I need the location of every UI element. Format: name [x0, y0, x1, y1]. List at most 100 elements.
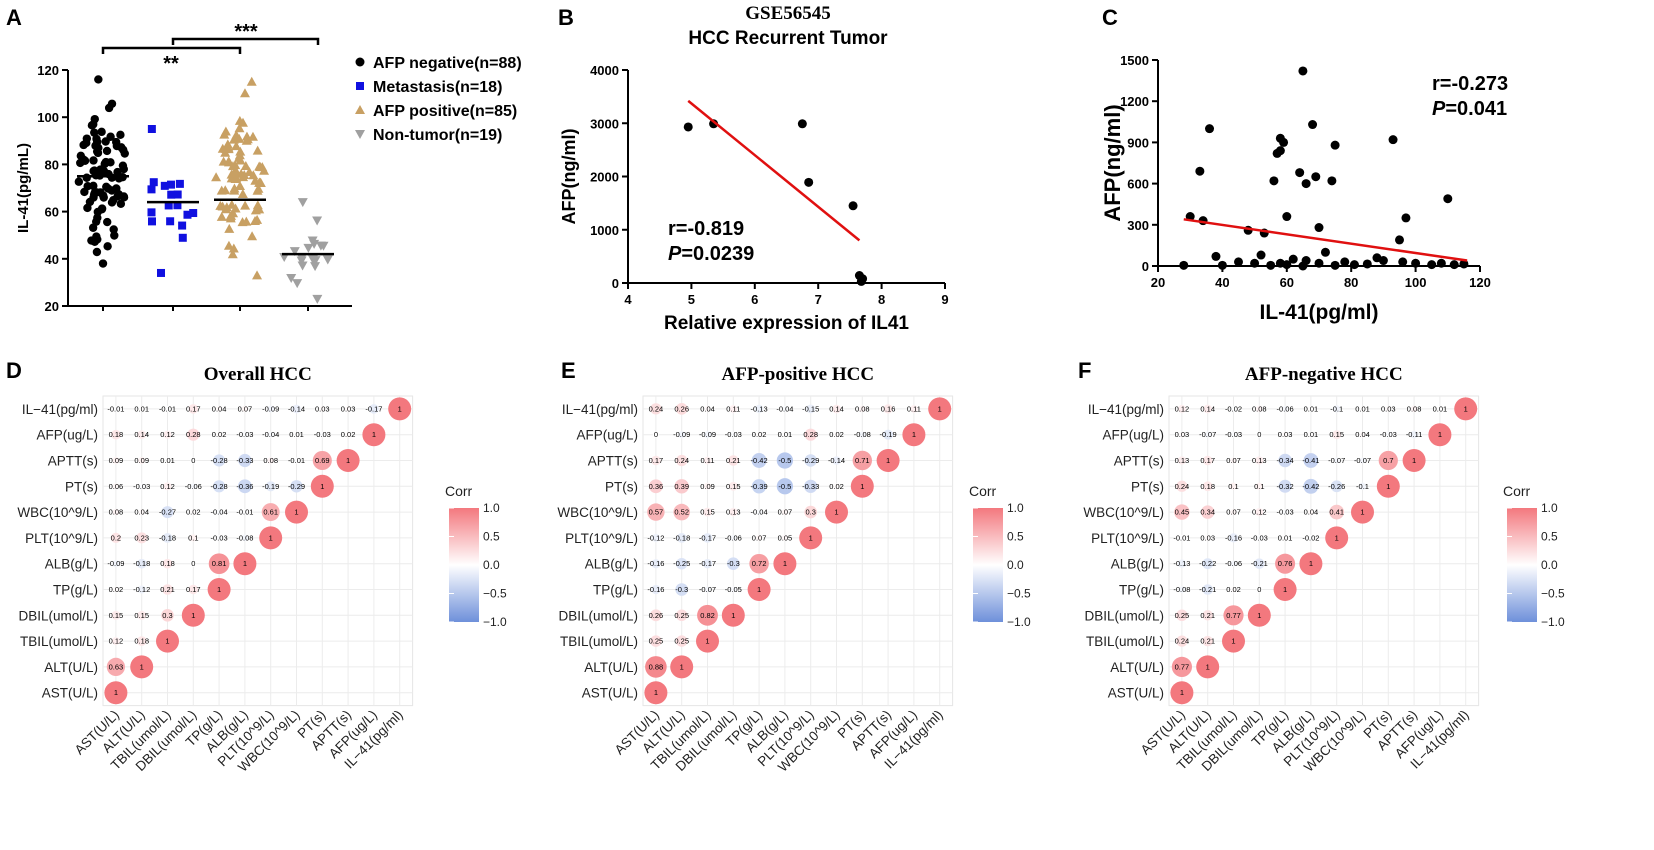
corr-value: 0.04 — [1304, 508, 1319, 517]
corr-value: 0.39 — [674, 482, 689, 491]
corr-circle — [1230, 560, 1237, 567]
data-point — [109, 196, 118, 205]
corr-value: 1 — [1257, 611, 1261, 620]
data-point — [312, 294, 323, 304]
corr-circle — [704, 482, 711, 490]
corr-value: 0.34 — [1200, 508, 1215, 517]
data-point — [90, 166, 99, 175]
corr-circle — [1385, 405, 1392, 412]
corr-value: 0.14 — [829, 404, 844, 413]
corr-value: 0.03 — [1381, 404, 1396, 413]
corr-circle — [1278, 479, 1292, 493]
corr-value: -0.03 — [1277, 508, 1294, 517]
corr-value: 0.25 — [1175, 611, 1190, 620]
corr-circle — [188, 404, 199, 414]
corr-circle — [1174, 504, 1190, 520]
corr-value: 1 — [320, 482, 324, 491]
data-point — [1320, 247, 1330, 257]
legend-marker — [355, 105, 365, 114]
y-tick-label: 3000 — [590, 116, 619, 131]
data-point — [234, 180, 245, 190]
corr-circle — [136, 558, 147, 569]
legend-title: Corr — [445, 483, 473, 499]
row-label: ALB(g/L) — [45, 557, 98, 572]
row-label: ALB(g/L) — [585, 557, 638, 572]
data-point — [1298, 261, 1308, 271]
data-point — [98, 259, 108, 268]
corr-circle — [721, 603, 745, 627]
corr-circle — [902, 423, 926, 447]
corr-value: 1 — [191, 611, 195, 620]
corr-circle — [267, 431, 274, 438]
data-point — [1314, 223, 1324, 233]
row-label: APTT(s) — [48, 454, 98, 469]
corr-circle — [704, 431, 711, 439]
corr-circle — [137, 585, 146, 594]
corr-circle — [369, 404, 379, 414]
row-label: IL−41(pg/ml) — [22, 402, 98, 417]
corr-value: 0.25 — [674, 637, 689, 646]
corr-circle — [1454, 397, 1478, 421]
x-tick-label: 60 — [1280, 275, 1294, 290]
data-point — [234, 115, 245, 125]
legend-title: Corr — [1503, 483, 1531, 499]
colorbar-label: 0.5 — [1541, 530, 1558, 544]
corr-circle — [727, 557, 740, 570]
data-point — [241, 135, 252, 145]
corr-circle — [876, 449, 900, 472]
corr-circle — [216, 509, 223, 516]
corr-circle — [190, 509, 197, 516]
corr-circle — [1428, 423, 1452, 447]
colorbar-label: 0.0 — [483, 558, 500, 572]
row-label: PLT(10^9/L) — [25, 531, 98, 546]
data-point — [228, 134, 239, 144]
corr-value: 1 — [1438, 430, 1442, 439]
corr-value: 0.08 — [109, 508, 124, 517]
corr-value: -0.06 — [1225, 559, 1242, 568]
corr-circle — [747, 578, 771, 601]
corr-value: -0.25 — [673, 559, 690, 568]
data-point — [92, 247, 102, 257]
data-point — [1401, 213, 1411, 223]
corr-value: -0.1 — [1330, 404, 1343, 413]
corr-circle — [1255, 456, 1264, 465]
data-point — [1330, 260, 1340, 270]
corr-value: 1 — [243, 559, 247, 568]
corr-value: 0.01 — [289, 430, 304, 439]
corr-value: -0.09 — [107, 559, 124, 568]
panel-label: B — [558, 5, 574, 30]
data-point — [215, 200, 226, 210]
corr-value: 0.15 — [1329, 430, 1344, 439]
corr-value: 0.21 — [1200, 611, 1215, 620]
data-point — [292, 279, 303, 289]
corr-circle — [1359, 431, 1366, 438]
chart-subtitle: HCC Recurrent Tumor — [688, 28, 888, 49]
row-label: TP(g/L) — [1119, 583, 1164, 598]
corr-circle — [1200, 505, 1215, 519]
corr-value: -0.08 — [854, 430, 871, 439]
p-value: =0.0239 — [681, 243, 754, 265]
corr-circle — [1303, 453, 1319, 468]
data-point — [1398, 257, 1408, 267]
corr-circle — [136, 636, 147, 646]
corr-circle — [850, 474, 874, 498]
corr-circle — [1332, 430, 1342, 440]
x-axis-label: IL-41(pg/ml) — [1260, 301, 1379, 324]
data-point — [858, 274, 868, 284]
corr-circle — [190, 457, 197, 464]
data-point — [248, 170, 259, 180]
corr-circle — [136, 532, 148, 544]
x-tick-label: 6 — [751, 292, 758, 307]
data-point — [1449, 260, 1459, 270]
data-point — [252, 214, 263, 224]
corr-circle — [1278, 453, 1292, 468]
data-point — [178, 221, 187, 230]
corr-circle — [730, 431, 737, 438]
data-point — [1327, 176, 1337, 186]
corr-value: -0.04 — [751, 508, 768, 517]
data-point — [164, 201, 173, 210]
corr-value: -0.41 — [1302, 456, 1319, 465]
data-point — [116, 199, 126, 209]
data-point — [1459, 259, 1469, 269]
corr-value: 0.13 — [1252, 456, 1267, 465]
